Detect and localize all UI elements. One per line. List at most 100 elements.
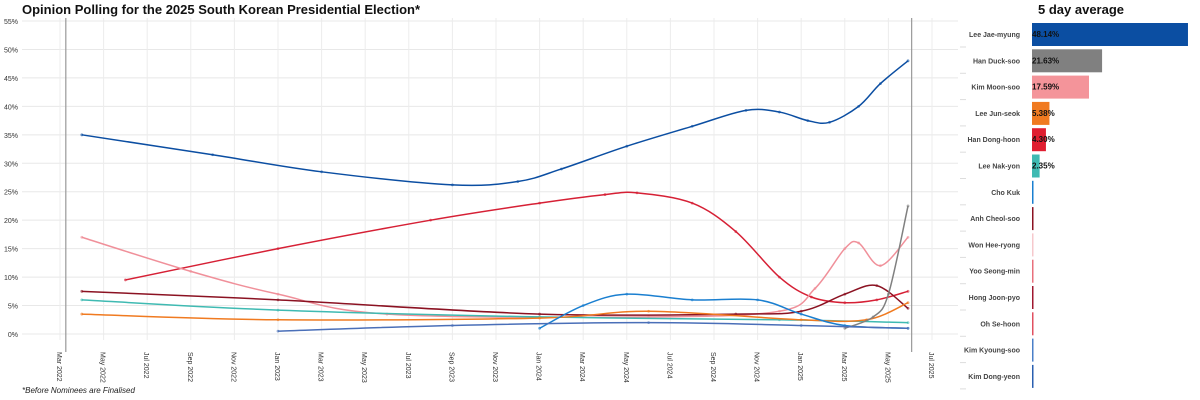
poll-point [538,326,541,330]
poll-point [276,298,280,302]
bar [1032,259,1034,283]
x-tick-label: Jan 2024 [535,352,542,381]
poll-point [320,170,323,174]
x-tick-label: May 2025 [883,352,890,383]
y-tick-label: 25% [4,190,18,197]
bar [1032,312,1034,336]
poll-point [734,230,738,233]
poll-point [451,183,454,187]
x-tick-label: Jul 2024 [665,352,672,379]
poll-point [879,264,882,268]
candidate-label: Yoo Seong-min [969,269,1020,276]
poll-point [871,315,875,319]
candidate-label: Anh Cheol-soo [970,216,1020,223]
line-chart: 0% 5% 10% 15% 20% 25% 30% 35% 40% 45% 50% 55% Mar 20… [4,18,958,383]
x-tick-label: Jan 2025 [796,352,803,381]
y-tick-label: 55% [4,19,18,26]
x-tick-label: Sep 2022 [186,352,193,382]
x-tick-label: Jul 2022 [142,352,149,379]
poll-point [560,167,563,171]
poll-point [690,124,694,128]
poll-point [906,235,910,239]
bar [1032,101,1050,125]
x-tick-label: Mar 2024 [578,352,585,382]
poll-point [906,59,910,63]
poll-point [581,304,585,307]
x-tick-label: Nov 2022 [229,352,236,382]
x-tick-label: Jan 2023 [273,352,280,381]
bar [1032,207,1034,231]
bar [1032,75,1089,99]
x-tick-label: Mar 2025 [840,352,847,382]
bar [1032,233,1034,257]
x-tick-label: Nov 2024 [753,352,760,382]
poll-point [906,204,910,208]
x-tick-label: Mar 2023 [317,352,324,382]
poll-point [603,193,607,196]
poll-point [276,292,280,296]
bar-value-label: 48.14% [1032,30,1059,39]
poll-point [516,180,520,183]
candidate-label: Han Duck-soo [973,58,1020,65]
candidate-label: Oh Se-hoon [980,321,1020,328]
candidate-label: Kim Moon-soo [971,85,1020,92]
bar [1032,154,1040,178]
poll-point [799,309,803,313]
poll-point [276,247,280,251]
y-tick-label: 35% [4,133,18,140]
bar [1032,180,1034,204]
bar-value-label: 17.59% [1032,83,1059,92]
footnote: *Before Nominees are Finalised [22,386,135,395]
poll-point [843,301,847,305]
candidate-label: Lee Nak-yon [978,164,1020,171]
bar-chart: Lee Jae-myung 48.14% Han Duck-soo 21.63% Kim… [960,23,1188,390]
candidate-label: Kim Kyoung-soo [964,348,1020,355]
poll-point [799,312,803,316]
poll-point [756,298,759,302]
x-tick-label: Sep 2023 [447,352,454,382]
trend-line [81,60,909,187]
bar [1032,23,1188,46]
poll-point [843,247,847,251]
poll-point [857,241,861,245]
poll-point [857,104,861,108]
bar-value-label: 5.38% [1032,109,1055,118]
trend-line [844,205,909,330]
x-tick-label: Nov 2023 [491,352,498,382]
poll-point [80,289,84,293]
trend-line [81,302,909,323]
poll-point [875,284,879,288]
poll-point [625,144,629,148]
poll-point [451,324,454,327]
candidate-label: Han Dong-hoon [968,137,1021,144]
y-tick-label: 30% [4,161,18,168]
poll-point [799,324,803,327]
poll-point [887,292,890,296]
poll-point [906,326,910,330]
poll-point [875,298,879,302]
poll-point [647,315,650,319]
poll-point [635,191,639,195]
poll-point [276,329,280,333]
trend-line [125,191,909,304]
bar-value-label: 21.63% [1032,56,1059,65]
poll-point [778,275,781,279]
poll-point [625,292,629,296]
y-tick-label: 40% [4,104,18,111]
y-tick-label: 20% [4,218,18,225]
poll-point [80,298,84,302]
bar [1032,364,1034,388]
trend-line [81,284,909,316]
poll-point [690,201,694,205]
poll-point [80,235,84,239]
poll-point [538,201,541,205]
y-tick-label: 45% [4,76,18,83]
poll-point [429,218,432,222]
candidate-label: Hong Joon-pyo [969,295,1020,302]
candidate-label: Lee Jun-seok [975,111,1020,118]
poll-point [211,153,215,157]
poll-point [828,120,831,124]
poll-point [813,287,817,290]
poll-point [647,309,650,313]
